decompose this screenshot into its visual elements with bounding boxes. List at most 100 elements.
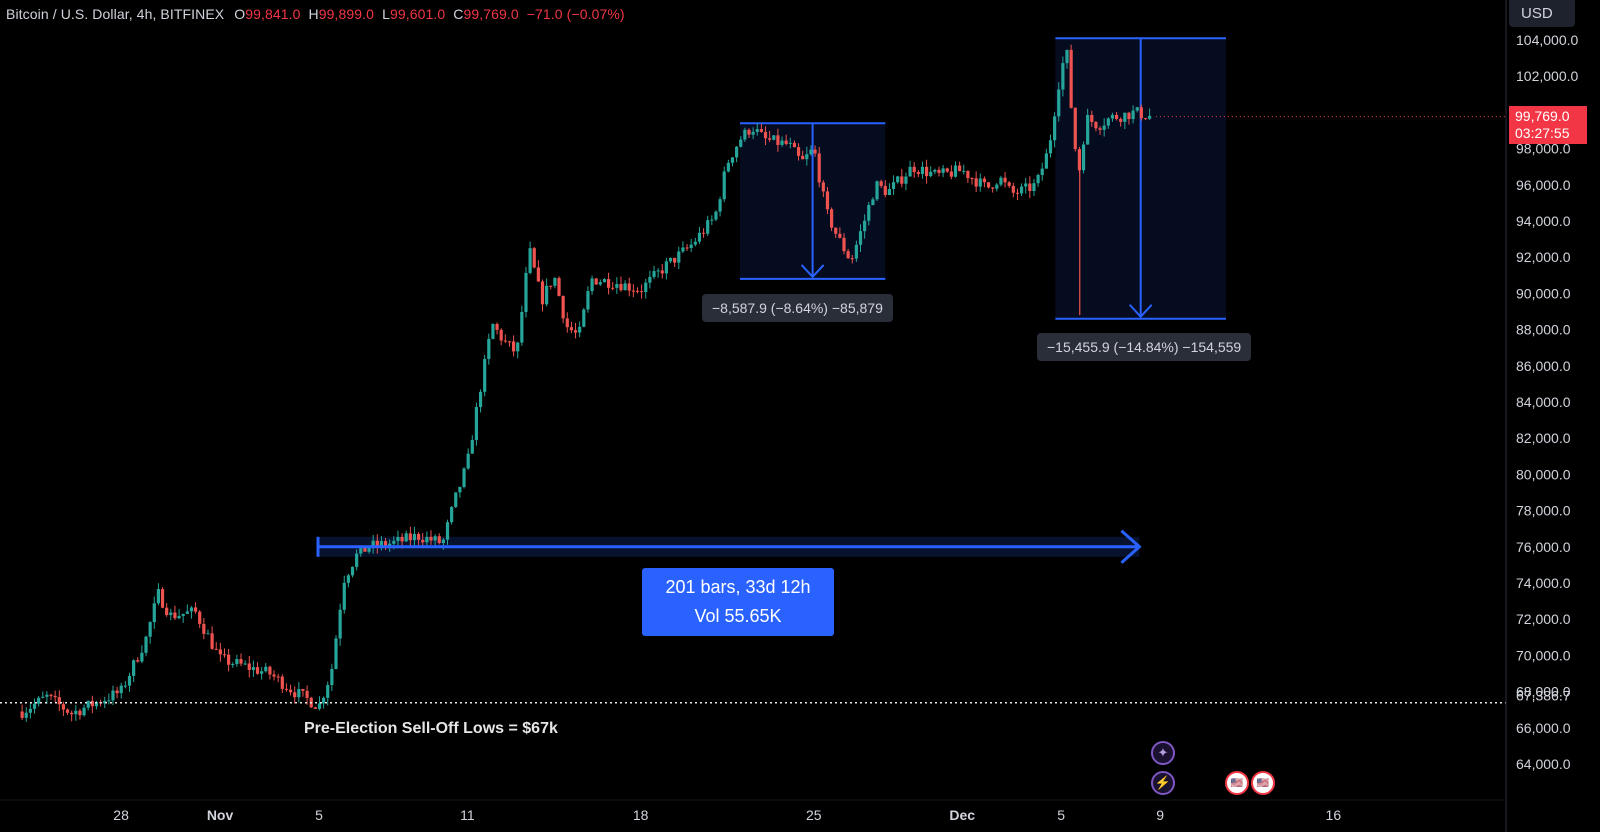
- candle-body: [355, 553, 359, 567]
- candle-body: [656, 270, 660, 272]
- lightning-icon[interactable]: ⚡: [1151, 771, 1175, 795]
- candle-body: [148, 622, 152, 637]
- candle-body: [834, 227, 838, 234]
- candle-body: [516, 342, 520, 352]
- candle-body: [1106, 118, 1110, 126]
- candle-body: [313, 707, 317, 709]
- candle-body: [346, 575, 350, 583]
- candle-body: [235, 659, 239, 665]
- candle-body: [830, 209, 834, 228]
- candle-body: [962, 170, 966, 172]
- candle-body: [528, 248, 532, 273]
- candle-body: [863, 220, 867, 232]
- candle-body: [466, 453, 470, 469]
- candle-body: [912, 166, 916, 173]
- candle-body: [780, 140, 784, 145]
- candle-body: [450, 507, 454, 523]
- y-tick-label: 64,000.0: [1516, 756, 1571, 772]
- y-tick-label: 72,000.0: [1516, 611, 1571, 627]
- measure-arrow-head: [1128, 304, 1153, 319]
- currency-selector[interactable]: USD: [1509, 0, 1575, 27]
- sell-off-annotation[interactable]: Pre-Election Sell-Off Lows = $67k: [304, 720, 558, 737]
- candle-body: [1094, 121, 1098, 129]
- candle-body: [1061, 63, 1065, 90]
- candle-body: [41, 696, 45, 698]
- candle-body: [136, 660, 140, 662]
- candle-body: [404, 533, 408, 542]
- candle-body: [854, 244, 858, 259]
- candle-body: [474, 407, 479, 441]
- date-range-arrowhead: [1120, 529, 1142, 564]
- candle-body: [805, 154, 809, 160]
- candle-body: [582, 309, 586, 327]
- candle-body: [499, 329, 503, 341]
- low-value: 99,601.0: [389, 6, 446, 22]
- candle-body: [606, 279, 611, 288]
- us-flag-icon[interactable]: 🇺🇸: [1225, 771, 1249, 795]
- candle-body: [425, 536, 429, 543]
- candle-body: [214, 648, 218, 650]
- candle-body: [664, 261, 668, 274]
- candle-body: [24, 712, 28, 718]
- y-tick-label: 104,000.0: [1516, 32, 1578, 48]
- candle-body: [375, 540, 379, 547]
- candle-body: [524, 272, 528, 313]
- candle-body: [1015, 192, 1020, 194]
- candle-body: [1139, 107, 1143, 119]
- y-tick-label: 90,000.0: [1516, 285, 1571, 301]
- candle-body: [462, 468, 466, 487]
- candle-body: [1119, 118, 1123, 122]
- candle-body: [904, 176, 908, 184]
- candle-body: [218, 649, 222, 655]
- candle-body: [37, 697, 41, 704]
- candle-body: [883, 185, 887, 195]
- symbol-title[interactable]: Bitcoin / U.S. Dollar, 4h, BITFINEX: [6, 6, 225, 22]
- y-tick-label: 98,000.0: [1516, 141, 1571, 157]
- us-flag-icon[interactable]: 🇺🇸: [1251, 771, 1275, 795]
- candle-body: [1073, 107, 1077, 150]
- change-value: −71.0 (−0.07%): [526, 6, 625, 22]
- candle-body: [697, 232, 702, 242]
- candle-body: [817, 153, 821, 183]
- candle-body: [520, 312, 524, 343]
- candle-body: [1044, 153, 1048, 169]
- candle-body: [342, 582, 346, 610]
- candle-body: [788, 142, 792, 144]
- candle-body: [991, 187, 995, 189]
- candle-body: [441, 539, 445, 544]
- candle-body: [958, 165, 962, 172]
- candle-body: [388, 543, 392, 547]
- candle-body: [107, 700, 111, 702]
- candle-body: [326, 685, 330, 698]
- candle-body: [61, 704, 66, 710]
- candle-body: [908, 166, 912, 177]
- candle-body: [838, 233, 842, 238]
- candle-body: [722, 171, 726, 200]
- candle-body: [132, 660, 136, 676]
- x-tick-label: 5: [315, 807, 323, 823]
- candle-body: [693, 241, 697, 245]
- candle-body: [1048, 140, 1053, 154]
- candle-body: [301, 689, 305, 691]
- candle-body: [350, 566, 355, 576]
- candle-body: [32, 703, 37, 709]
- candle-body: [598, 282, 602, 285]
- candle-body: [561, 295, 565, 319]
- candle-body: [875, 181, 879, 200]
- y-tick-label: 80,000.0: [1516, 466, 1571, 482]
- candle-body: [123, 685, 127, 687]
- candle-body: [1019, 186, 1024, 194]
- sparkle-icon[interactable]: ✦: [1151, 741, 1175, 765]
- candle-body: [371, 540, 375, 548]
- candle-body: [602, 279, 607, 283]
- candle-body: [383, 541, 388, 547]
- candle-body: [206, 633, 210, 635]
- candle-body: [710, 219, 714, 221]
- candle-body: [115, 690, 119, 694]
- candle-body: [173, 612, 177, 619]
- y-tick-label: 96,000.0: [1516, 177, 1571, 193]
- y-tick-label: 76,000.0: [1516, 539, 1571, 555]
- candle-body: [796, 147, 801, 156]
- close-label: C: [453, 6, 464, 22]
